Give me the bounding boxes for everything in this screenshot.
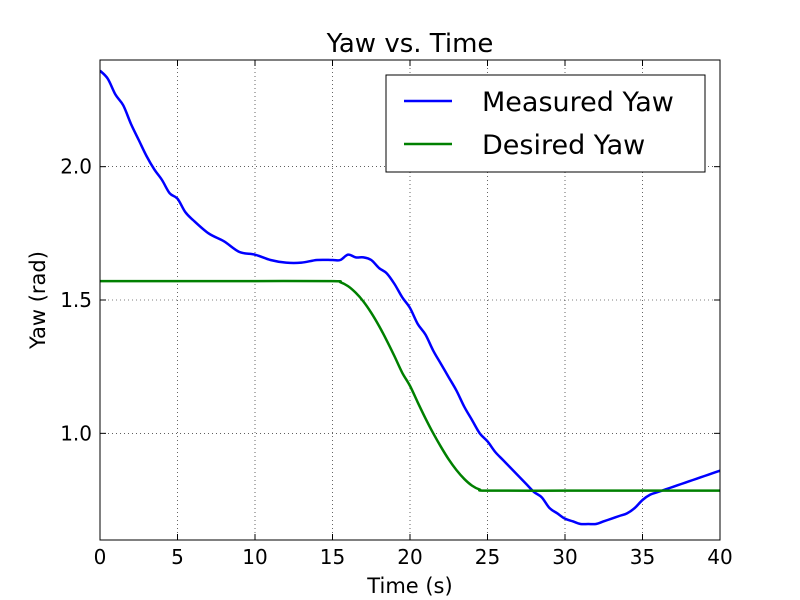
x-tick-label: 35 — [630, 545, 655, 569]
x-tick-label: 10 — [242, 545, 267, 569]
x-tick-label: 20 — [397, 545, 422, 569]
x-tick-label: 30 — [552, 545, 577, 569]
chart-title: Yaw vs. Time — [326, 29, 494, 59]
legend: Measured Yaw Desired Yaw — [385, 74, 706, 173]
x-tick-label: 40 — [707, 545, 732, 569]
series-line-2 — [100, 279, 720, 492]
x-tick-label: 15 — [320, 545, 345, 569]
y-tick-label: 1.5 — [60, 288, 92, 312]
y-axis-label: Yaw (rad) — [26, 251, 50, 350]
x-tick-label: 0 — [94, 545, 107, 569]
x-tick-label: 25 — [475, 545, 500, 569]
legend-label-1: Measured Yaw — [482, 87, 674, 118]
x-tick-label: 5 — [171, 545, 184, 569]
plot-area — [100, 69, 720, 526]
legend-label-2: Desired Yaw — [482, 130, 645, 161]
y-tick-label: 1.0 — [60, 421, 92, 445]
legend-box — [385, 74, 706, 173]
y-tick-label: 2.0 — [60, 155, 92, 179]
ticks: 0 5 10 15 20 25 30 35 40 1.0 1.5 2.0 — [60, 60, 733, 569]
x-axis-label: Time (s) — [366, 574, 452, 598]
series-line-1 — [100, 69, 720, 526]
